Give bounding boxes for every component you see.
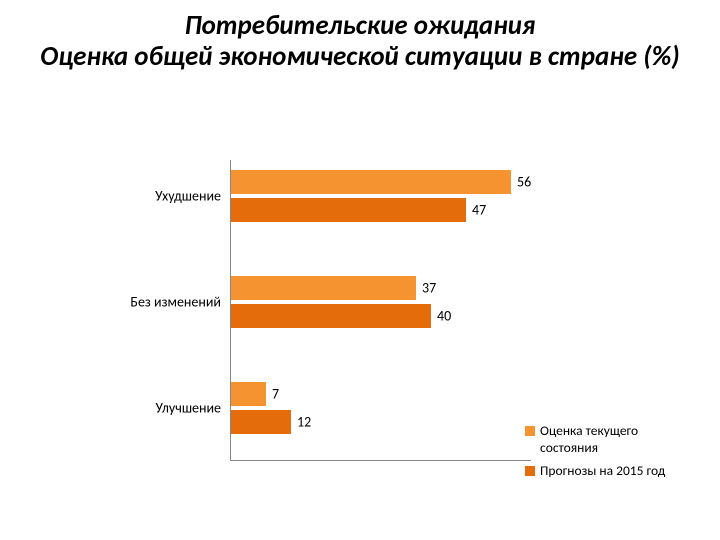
bar-chart: Ухудшение5647Без изменений3740Улучшение7… xyxy=(100,160,660,500)
slide: Потребительские ожидания Оценка общей эк… xyxy=(0,0,720,540)
bar-group: Улучшение712 xyxy=(231,382,531,434)
bar-value-label: 40 xyxy=(437,308,451,325)
bar xyxy=(231,198,466,222)
legend-swatch xyxy=(525,426,535,436)
plot-area: Ухудшение5647Без изменений3740Улучшение7… xyxy=(230,160,531,461)
legend-label: Оценка текущего состояния xyxy=(540,423,670,457)
title-line-2: Оценка общей экономической ситуации в ст… xyxy=(40,40,679,73)
bar-value-label: 47 xyxy=(472,202,486,219)
bar-value-label: 37 xyxy=(422,280,436,297)
legend-label: Прогнозы на 2015 год xyxy=(540,463,665,480)
bar-value-label: 12 xyxy=(297,414,311,431)
legend-swatch xyxy=(525,466,535,476)
bar xyxy=(231,382,266,406)
bar-value-label: 56 xyxy=(517,174,531,191)
bar xyxy=(231,276,416,300)
chart-title: Потребительские ожидания Оценка общей эк… xyxy=(0,0,720,72)
legend-item: Прогнозы на 2015 год xyxy=(525,463,670,480)
category-label: Улучшение xyxy=(101,400,221,417)
title-line-1: Потребительские ожидания xyxy=(185,9,536,42)
bar-group: Ухудшение5647 xyxy=(231,170,531,222)
bar-value-label: 7 xyxy=(272,386,279,403)
category-label: Ухудшение xyxy=(101,188,221,205)
bar-group: Без изменений3740 xyxy=(231,276,531,328)
bar xyxy=(231,304,431,328)
chart-legend: Оценка текущего состояния Прогнозы на 201… xyxy=(525,417,670,480)
bar xyxy=(231,170,511,194)
bar xyxy=(231,410,291,434)
legend-item: Оценка текущего состояния xyxy=(525,423,670,457)
category-label: Без изменений xyxy=(101,294,221,311)
